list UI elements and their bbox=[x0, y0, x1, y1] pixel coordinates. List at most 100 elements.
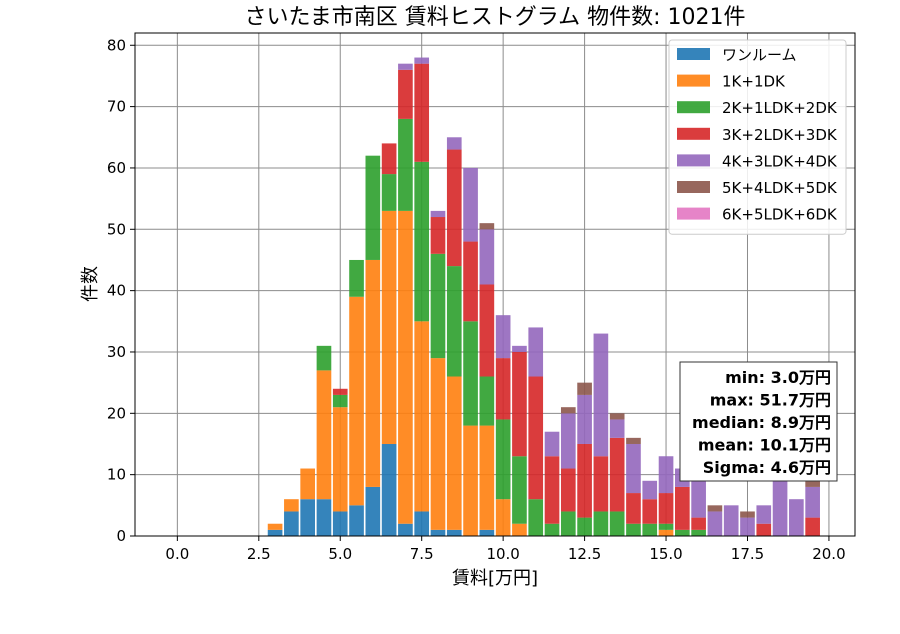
histogram-bar bbox=[463, 167, 478, 242]
stats-box-frame bbox=[679, 361, 838, 482]
y-tick-label: 50 bbox=[107, 220, 126, 238]
histogram-bar bbox=[626, 493, 641, 524]
histogram-bar bbox=[544, 523, 560, 536]
histogram-bar bbox=[756, 505, 772, 524]
y-tick-label: 40 bbox=[107, 282, 126, 300]
histogram-bar bbox=[626, 523, 641, 536]
histogram-bar bbox=[398, 63, 413, 70]
histogram-bar bbox=[675, 486, 690, 530]
plot-frame bbox=[134, 32, 856, 537]
histogram-bar bbox=[723, 505, 739, 536]
histogram-bar bbox=[577, 517, 592, 536]
histogram-bar bbox=[430, 529, 446, 536]
histogram-bar bbox=[414, 321, 430, 512]
histogram-bar bbox=[544, 431, 560, 457]
histogram-bar bbox=[414, 57, 430, 64]
histogram-bar bbox=[707, 505, 723, 512]
histogram-bar bbox=[544, 456, 560, 524]
y-tick-label: 30 bbox=[107, 343, 126, 361]
histogram-bar bbox=[446, 266, 462, 377]
histogram-bar bbox=[430, 217, 446, 254]
y-tick-label: 60 bbox=[107, 159, 126, 177]
histogram-bar bbox=[658, 529, 674, 536]
y-tick-label: 20 bbox=[107, 404, 126, 422]
histogram-bar bbox=[446, 149, 462, 267]
histogram-bar bbox=[479, 376, 495, 426]
histogram-bar bbox=[626, 437, 641, 444]
histogram-bar bbox=[381, 210, 397, 444]
legend-label: 2K+1LDK+2DK bbox=[722, 99, 838, 117]
stats-line: min: 3.0万円 bbox=[725, 368, 831, 387]
histogram-bar bbox=[609, 413, 625, 420]
histogram-bar bbox=[332, 511, 348, 536]
histogram-bar bbox=[691, 517, 706, 530]
histogram-bar bbox=[609, 511, 625, 536]
stats-box: min: 3.0万円 max: 51.7万円 median: 8.9万円 mean: … bbox=[679, 361, 838, 482]
histogram-bar bbox=[479, 284, 495, 377]
histogram-bar bbox=[267, 529, 283, 536]
legend-swatch bbox=[677, 154, 710, 167]
histogram-bar bbox=[398, 210, 413, 524]
histogram-bar bbox=[284, 511, 299, 536]
x-tick-label: 0.0 bbox=[165, 545, 189, 563]
histogram-bar bbox=[805, 480, 820, 487]
histogram-bar bbox=[479, 425, 495, 530]
histogram-bar bbox=[284, 499, 299, 512]
y-tick-label: 10 bbox=[107, 466, 126, 484]
histogram-bar bbox=[463, 321, 478, 426]
histogram-bar bbox=[446, 137, 462, 150]
histogram-bar bbox=[446, 529, 462, 536]
histogram-bar bbox=[789, 499, 804, 536]
stats-line: mean: 10.1万円 bbox=[698, 436, 831, 455]
histogram-bar bbox=[642, 480, 658, 500]
histogram-bar bbox=[560, 511, 576, 536]
histogram-bar bbox=[528, 499, 544, 536]
histogram-bar bbox=[349, 296, 364, 506]
histogram-bar bbox=[593, 333, 609, 457]
stats-line: max: 51.7万円 bbox=[710, 391, 831, 410]
histogram-bar bbox=[740, 517, 755, 536]
histogram-bar bbox=[560, 413, 576, 469]
histogram-bar bbox=[365, 486, 381, 536]
histogram-bar bbox=[430, 210, 446, 218]
histogram-bar bbox=[349, 505, 364, 536]
histogram-bar bbox=[609, 437, 625, 512]
histogram-bar bbox=[267, 523, 283, 530]
histogram-bar bbox=[381, 443, 397, 536]
histogram-bar bbox=[512, 345, 527, 352]
histogram-bar bbox=[479, 529, 495, 536]
histogram-bar bbox=[316, 345, 332, 371]
grid-lines bbox=[135, 33, 855, 537]
bars bbox=[267, 57, 820, 536]
x-tick-label: 12.5 bbox=[568, 545, 601, 563]
y-tick-label: 0 bbox=[116, 527, 126, 545]
histogram-bar bbox=[756, 523, 772, 536]
histogram-bar bbox=[332, 394, 348, 408]
histogram-bar bbox=[398, 523, 413, 536]
histogram-bar bbox=[316, 370, 332, 500]
legend-swatch bbox=[677, 127, 710, 140]
histogram-bar bbox=[446, 376, 462, 530]
histogram-bar bbox=[495, 315, 511, 359]
legend: ワンルーム 1K+1DK 2K+1LDK+2DK 3K+2LDK+3DK 4K+3LDK… bbox=[668, 39, 847, 235]
legend-label: 4K+3LDK+4DK bbox=[722, 152, 838, 170]
histogram-bar bbox=[463, 425, 478, 536]
legend-swatch bbox=[677, 101, 710, 114]
histogram-bar bbox=[626, 443, 641, 494]
histogram-bar bbox=[365, 259, 381, 487]
histogram-bar bbox=[560, 407, 576, 414]
histogram-bar bbox=[805, 486, 820, 518]
histogram-bar bbox=[577, 382, 592, 395]
histogram-bar bbox=[414, 161, 430, 322]
legend-label: ワンルーム bbox=[722, 46, 797, 64]
histogram-bar bbox=[691, 529, 706, 536]
legend-swatch bbox=[677, 207, 710, 220]
histogram-bar bbox=[300, 468, 315, 500]
histogram-bar bbox=[463, 241, 478, 322]
histogram-bar bbox=[805, 517, 820, 536]
legend-label: 6K+5LDK+6DK bbox=[722, 206, 838, 224]
stats-line: Sigma: 4.6万円 bbox=[703, 458, 831, 477]
y-axis-label: 件数 bbox=[80, 266, 101, 302]
legend-label: 5K+4LDK+5DK bbox=[722, 179, 838, 197]
